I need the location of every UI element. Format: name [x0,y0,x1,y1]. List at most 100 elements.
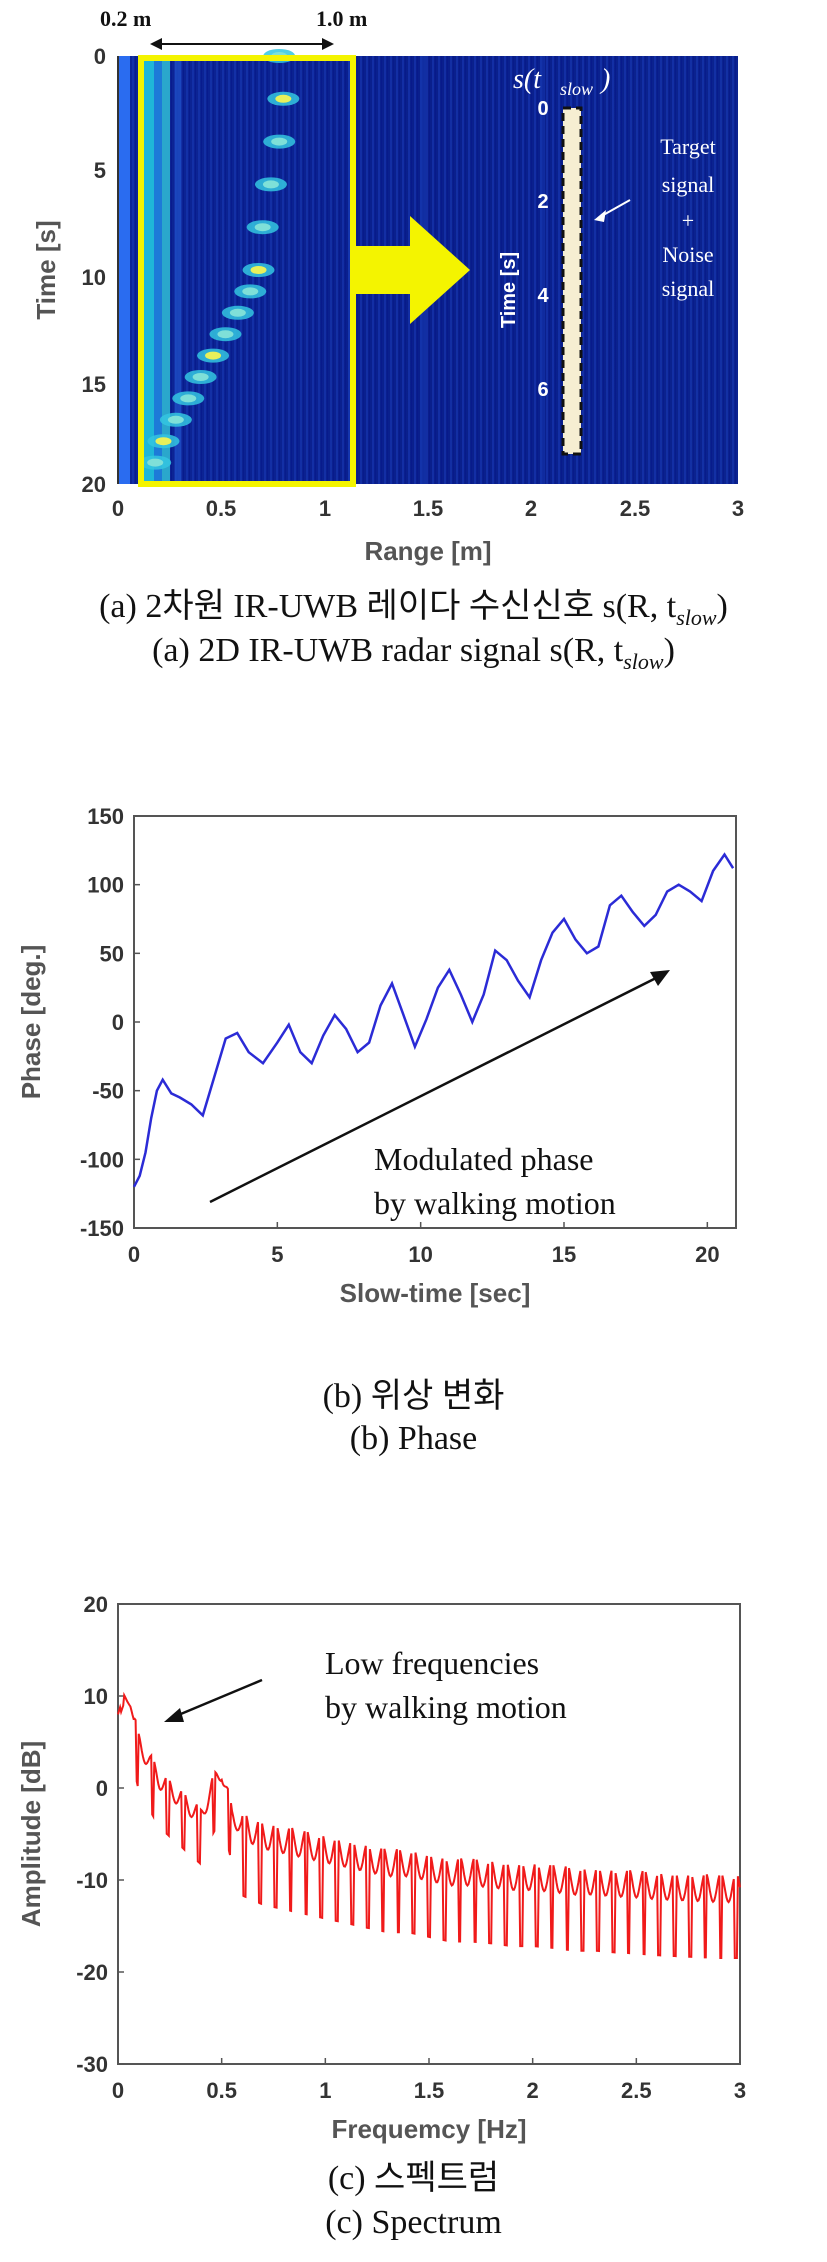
caption-b-korean: (b) 위상 변화 [322,1378,505,1415]
heatmap-ylabel: Time [s] [31,220,61,319]
phase-annotation-line1: Modulated phase [374,1141,594,1177]
signal-strip [561,106,583,456]
inset-ytick: 4 [537,285,549,307]
phase-xtick: 20 [695,1242,719,1267]
phase-xtick: 0 [128,1242,140,1267]
caption-c-korean: (c) 스펙트럼 [327,2160,500,2197]
heatmap-ytick: 10 [82,265,106,290]
phase-y-axis: 150 100 50 0 -50 -100 -150 [80,804,140,1241]
echo-blob-core [229,308,246,317]
heatmap-xtick: 0.5 [206,496,237,521]
phase-plot-frame [133,815,737,1229]
range-marker-right-label: 1.0 m [316,6,367,31]
caption-a-korean-close: ) [716,588,728,625]
inset-annotation: Target [660,134,715,159]
spectrum-annotation-line1: Low frequencies [325,1645,539,1681]
echo-blob-core [192,373,209,381]
echo-blob-core [217,330,234,339]
phase-ytick: -150 [80,1216,124,1241]
inset-annotation: + [682,208,694,233]
heatmap-ytick: 20 [82,472,106,497]
echo-blob-core [275,94,292,103]
phase-ytick: 100 [87,873,124,898]
echo-blob-core [147,458,164,467]
echo-blob-core [205,351,222,360]
spectrum-ytick: 10 [84,1684,108,1709]
caption-a-korean-subscript: slow [676,604,717,630]
caption-a-english-text: (a) 2D IR-UWB radar signal s(R, t [152,632,624,669]
caption-c-english: (c) Spectrum [325,2204,502,2241]
transform-arrow [356,216,470,324]
inset-ytick: 6 [537,379,548,401]
caption-a-english-close: ) [663,632,675,669]
heatmap-figure: 0.2 m 1.0 m 0 5 10 15 20 Time [s] 0 0.5 … [31,6,744,566]
spectrum-xtick: 1.5 [414,2078,445,2103]
spectrum-xtick: 0.5 [206,2078,237,2103]
inset-title-close: ) [599,64,610,95]
spectrum-ytick: -10 [76,1868,108,1893]
phase-ytick: 0 [112,1010,124,1035]
echo-blob-core [242,287,259,296]
heatmap-xlabel: Range [m] [364,536,491,566]
phase-series-line [132,852,735,1188]
phase-ylabel: Phase [deg.] [16,945,46,1100]
phase-x-axis: 0 5 10 15 20 [128,1222,720,1267]
echo-blob-core [180,394,197,403]
spectrum-ytick: 20 [84,1592,108,1617]
spectrum-xtick: 3 [734,2078,746,2103]
phase-ytick: -50 [92,1079,124,1104]
spectrum-y-axis: 20 10 0 -10 -20 -30 [76,1592,124,2077]
heatmap-xtick: 3 [732,496,744,521]
spectrum-ylabel: Amplitude [dB] [16,1741,46,1927]
highlight-box [138,55,356,487]
inset-annotation: Noise [662,242,713,267]
trend-arrow [209,970,670,1204]
spectrum-xtick: 2 [527,2078,539,2103]
inset-title: s(t [513,64,542,95]
spectrum-x-axis: 0 0.5 1 1.5 2 2.5 3 [112,2058,746,2103]
echo-blob-core [254,223,271,232]
heatmap-ytick: 0 [94,44,106,69]
spectrum-ytick: 0 [96,1776,108,1801]
heatmap-ytick: 15 [82,372,106,397]
heatmap-xtick: 0 [112,496,124,521]
caption-a-korean: (a) 2차원 IR-UWB 레이다 수신신호 s(R, tslow) [0,578,827,631]
phase-chart: 150 100 50 0 -50 -100 -150 0 5 10 15 20 Modulated … [16,804,737,1308]
inset-signal-plot: s(t slow ) 0 2 4 6 Time [s] Target signa… [498,64,716,456]
spectrum-xtick: 2.5 [621,2078,652,2103]
heatmap-xtick: 1 [319,496,331,521]
spectrum-ytick: -30 [76,2052,108,2077]
spectrum-ytick: -20 [76,1960,108,1985]
echo-blob-core [167,415,184,424]
echo-blob-core [262,180,279,189]
spectrum-xlabel: Frequemcy [Hz] [331,2114,526,2144]
low-freq-arrow [164,1678,263,1722]
spectrum-series-line [117,1691,741,1959]
caption-b-english: (b) Phase [349,1420,478,1457]
heatmap-x-axis: 0 0.5 1 1.5 2 2.5 3 Range [m] [112,496,744,566]
inset-annotation: signal [662,172,715,197]
spectrum-plot-frame [117,1603,741,2065]
phase-ytick: 150 [87,804,124,829]
inset-ylabel: Time [s] [498,252,520,328]
spectrum-annotation-line2: by walking motion [325,1689,567,1725]
caption-a-english-subscript: slow [623,648,664,674]
inset-ytick: 0 [537,98,548,120]
heatmap-xtick: 2.5 [620,496,651,521]
caption-a-korean-text: (a) 2차원 IR-UWB 레이다 수신신호 s(R, t [99,588,677,625]
phase-xlabel: Slow-time [sec] [340,1278,531,1308]
echo-blob-core [271,137,288,146]
phase-ytick: -100 [80,1147,124,1172]
phase-annotation-line2: by walking motion [374,1185,616,1221]
heatmap-ytick: 5 [94,158,106,183]
phase-xtick: 15 [552,1242,576,1267]
heatmap-y-axis: 0 5 10 15 20 Time [s] [31,44,119,497]
range-double-arrow [150,38,334,50]
inset-ytick: 2 [537,191,548,213]
spectrum-xtick: 1 [319,2078,331,2103]
caption-a-english: (a) 2D IR-UWB radar signal s(R, tslow) [0,632,827,675]
inset-annotation: signal [662,276,715,301]
spectrum-xtick: 0 [112,2078,124,2103]
phase-xtick: 10 [408,1242,432,1267]
range-marker-left-label: 0.2 m [100,6,151,31]
